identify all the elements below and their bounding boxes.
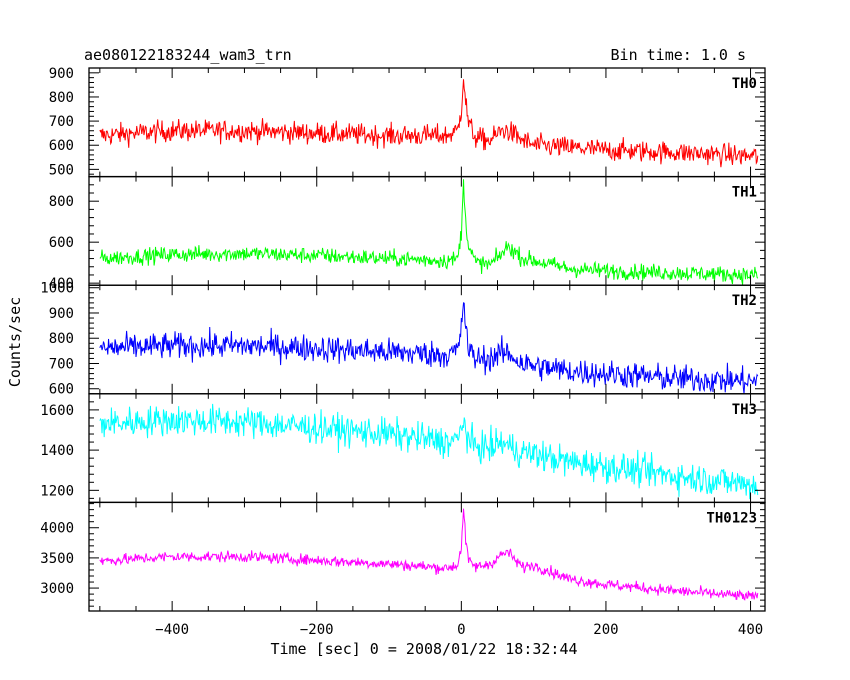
y-tick-label: 1000 xyxy=(40,281,74,297)
bin-time-label: Bin time: 1.0 s xyxy=(611,46,746,64)
series-line-th1 xyxy=(99,179,759,285)
series-line-th3 xyxy=(99,403,759,500)
y-tick-label: 1400 xyxy=(40,443,74,459)
panel-label: TH1 xyxy=(732,185,757,201)
panel-th0: 500 600 700 800 900 TH0 xyxy=(49,66,766,178)
y-tick-label: 600 xyxy=(49,235,74,251)
y-axis-label: Counts/sec xyxy=(6,297,24,387)
panel-label: TH0123 xyxy=(706,510,757,526)
y-tick-label: 500 xyxy=(49,162,74,178)
panel-th0123: 3000 3500 4000 TH0123 xyxy=(40,501,766,612)
y-tick-label: 900 xyxy=(49,66,74,82)
panel-th2: 600 700 800 900 1000 TH2 xyxy=(40,281,766,398)
panel-frame xyxy=(88,393,766,504)
y-tick-label: 600 xyxy=(49,138,74,154)
panels-group: 500 600 700 800 900 TH0 400 600 800 TH1 600 700 800 9… xyxy=(40,66,766,638)
y-tick-label: 600 xyxy=(49,382,74,398)
panel-frame xyxy=(88,67,766,178)
x-tick-label: 400 xyxy=(738,622,763,638)
y-tick-label: 1600 xyxy=(40,403,74,419)
y-tick-label: 800 xyxy=(49,331,74,347)
x-tick-label: 200 xyxy=(593,622,618,638)
y-tick-label: 1200 xyxy=(40,483,74,499)
series-line-th0123 xyxy=(99,508,759,601)
y-tick-label: 900 xyxy=(49,306,74,322)
panel-frame xyxy=(88,175,766,286)
panel-th1: 400 600 800 TH1 xyxy=(49,175,766,292)
y-tick-label: 4000 xyxy=(40,521,74,537)
chart-title: ae080122183244_wam3_trn xyxy=(84,46,292,64)
y-tick-label: 700 xyxy=(49,356,74,372)
y-tick-label: 400 xyxy=(49,276,74,292)
x-tick-label: 0 xyxy=(457,622,465,638)
y-tick-label: 800 xyxy=(49,194,74,210)
y-tick-label: 3500 xyxy=(40,551,74,567)
panel-label: TH2 xyxy=(732,293,757,309)
y-tick-label: 800 xyxy=(49,90,74,106)
series-line-th0 xyxy=(99,79,759,168)
panel-th3: 1200 1400 1600 TH3 xyxy=(40,393,766,504)
panel-label: TH0 xyxy=(732,76,757,92)
y-tick-label: 700 xyxy=(49,114,74,130)
x-tick-label: −200 xyxy=(300,622,334,638)
x-tick-label: −400 xyxy=(155,622,189,638)
series-line-th2 xyxy=(99,302,759,394)
y-tick-label: 3000 xyxy=(40,581,74,597)
panel-label: TH3 xyxy=(732,402,757,418)
x-axis-label: Time [sec] 0 = 2008/01/22 18:32:44 xyxy=(270,640,577,658)
panel-frame xyxy=(88,501,766,612)
